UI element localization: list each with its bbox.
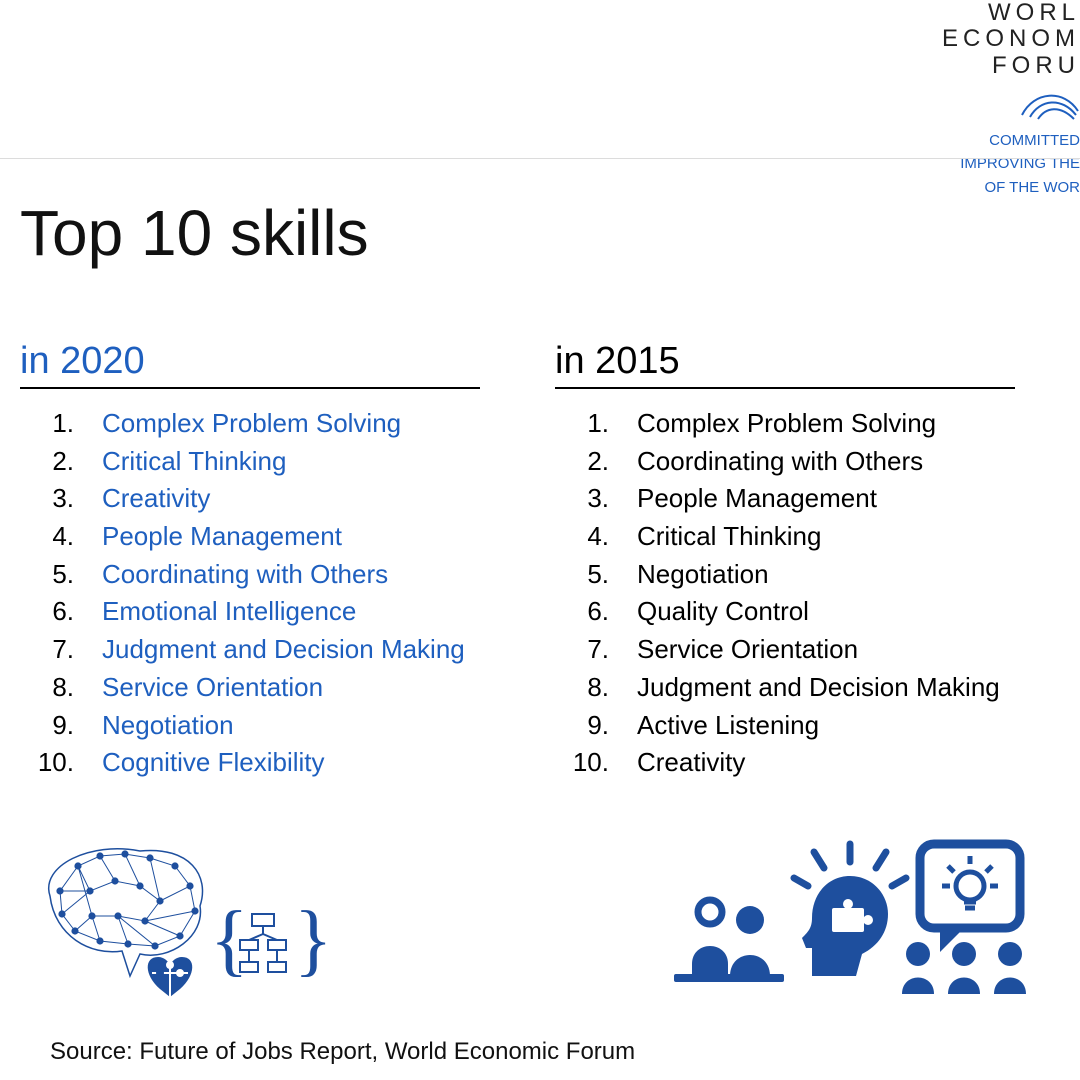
logo-line-1: WORL	[942, 0, 1080, 26]
list-item: 8. Judgment and Decision Making	[555, 669, 1080, 707]
svg-text:}: }	[294, 896, 330, 984]
list-item-label: Coordinating with Others	[102, 556, 388, 594]
list-item: 6. Quality Control	[555, 593, 1080, 631]
list-item-label: Active Listening	[637, 707, 819, 745]
wef-logo: WORL ECONOM FORU COMMITTED IMPROVING THE…	[942, 0, 1080, 196]
illustrations-row: { }	[30, 836, 1050, 1006]
list-item-label: Creativity	[637, 744, 745, 782]
list-item-label: Service Orientation	[637, 631, 858, 669]
list-item-label: Cognitive Flexibility	[102, 744, 325, 782]
list-item-number: 8.	[20, 669, 74, 707]
list-item: 1. Complex Problem Solving	[555, 405, 1080, 443]
source-line: Source: Future of Jobs Report, World Eco…	[50, 1038, 635, 1066]
list-item-label: Negotiation	[102, 707, 234, 745]
list-item-number: 9.	[555, 707, 609, 745]
list-item-label: Quality Control	[637, 593, 809, 631]
social-skills-icon	[650, 836, 1050, 1006]
list-item: 7. Service Orientation	[555, 631, 1080, 669]
list-item: 4. People Management	[20, 518, 545, 556]
list-item-label: Complex Problem Solving	[102, 405, 401, 443]
list-item-number: 2.	[20, 443, 74, 481]
list-item: 10. Cognitive Flexibility	[20, 744, 545, 782]
list-item-number: 6.	[555, 593, 609, 631]
list-item-number: 8.	[555, 669, 609, 707]
list-item-label: Critical Thinking	[102, 443, 286, 481]
list-item-number: 5.	[20, 556, 74, 594]
list-item: 6. Emotional Intelligence	[20, 593, 545, 631]
list-item-number: 2.	[555, 443, 609, 481]
list-item-number: 7.	[555, 631, 609, 669]
column-heading-2020: in 2020	[20, 340, 480, 389]
list-item-label: Negotiation	[637, 556, 769, 594]
list-item-number: 10.	[555, 744, 609, 782]
column-2020: in 2020 1. Complex Problem Solving 2. Criti…	[20, 340, 545, 782]
list-item: 7. Judgment and Decision Making	[20, 631, 545, 669]
list-item-label: Service Orientation	[102, 669, 323, 707]
logo-tagline-1: COMMITTED	[942, 132, 1080, 149]
list-item: 5. Coordinating with Others	[20, 556, 545, 594]
column-heading-2015: in 2015	[555, 340, 1015, 389]
columns-container: in 2020 1. Complex Problem Solving 2. Criti…	[20, 340, 1080, 782]
list-item-number: 9.	[20, 707, 74, 745]
list-item-number: 3.	[20, 480, 74, 518]
list-item: 2. Critical Thinking	[20, 443, 545, 481]
logo-tagline-3: OF THE WOR	[942, 179, 1080, 196]
list-item-label: Creativity	[102, 480, 210, 518]
main-title: Top 10 skills	[20, 196, 369, 270]
list-item: 2. Coordinating with Others	[555, 443, 1080, 481]
skills-list-2020: 1. Complex Problem Solving 2. Critical Thin…	[20, 405, 545, 782]
list-item-label: Critical Thinking	[637, 518, 821, 556]
list-item: 5. Negotiation	[555, 556, 1080, 594]
list-item: 3. Creativity	[20, 480, 545, 518]
list-item-number: 1.	[20, 405, 74, 443]
list-item-number: 4.	[555, 518, 609, 556]
header-divider	[0, 158, 1080, 159]
page: WORL ECONOM FORU COMMITTED IMPROVING THE…	[0, 0, 1080, 1080]
list-item-label: Judgment and Decision Making	[102, 631, 465, 669]
list-item-label: People Management	[637, 480, 877, 518]
list-item-number: 4.	[20, 518, 74, 556]
list-item: 10. Creativity	[555, 744, 1080, 782]
list-item: 3. People Management	[555, 480, 1080, 518]
skills-list-2015: 1. Complex Problem Solving 2. Coordinating …	[555, 405, 1080, 782]
list-item-label: Emotional Intelligence	[102, 593, 356, 631]
column-2015: in 2015 1. Complex Problem Solving 2. Coord…	[555, 340, 1080, 782]
list-item: 4. Critical Thinking	[555, 518, 1080, 556]
list-item-number: 6.	[20, 593, 74, 631]
list-item-number: 10.	[20, 744, 74, 782]
list-item-number: 3.	[555, 480, 609, 518]
list-item-label: Coordinating with Others	[637, 443, 923, 481]
wef-swirl-icon	[1020, 85, 1080, 121]
list-item: 1. Complex Problem Solving	[20, 405, 545, 443]
list-item: 9. Active Listening	[555, 707, 1080, 745]
list-item: 9. Negotiation	[20, 707, 545, 745]
list-item-label: Judgment and Decision Making	[637, 669, 1000, 707]
list-item: 8. Service Orientation	[20, 669, 545, 707]
cognitive-skills-icon: { }	[30, 836, 330, 1006]
list-item-label: People Management	[102, 518, 342, 556]
list-item-number: 1.	[555, 405, 609, 443]
list-item-number: 5.	[555, 556, 609, 594]
logo-line-3: FORU	[942, 53, 1080, 79]
list-item-number: 7.	[20, 631, 74, 669]
list-item-label: Complex Problem Solving	[637, 405, 936, 443]
logo-line-2: ECONOM	[942, 26, 1080, 52]
